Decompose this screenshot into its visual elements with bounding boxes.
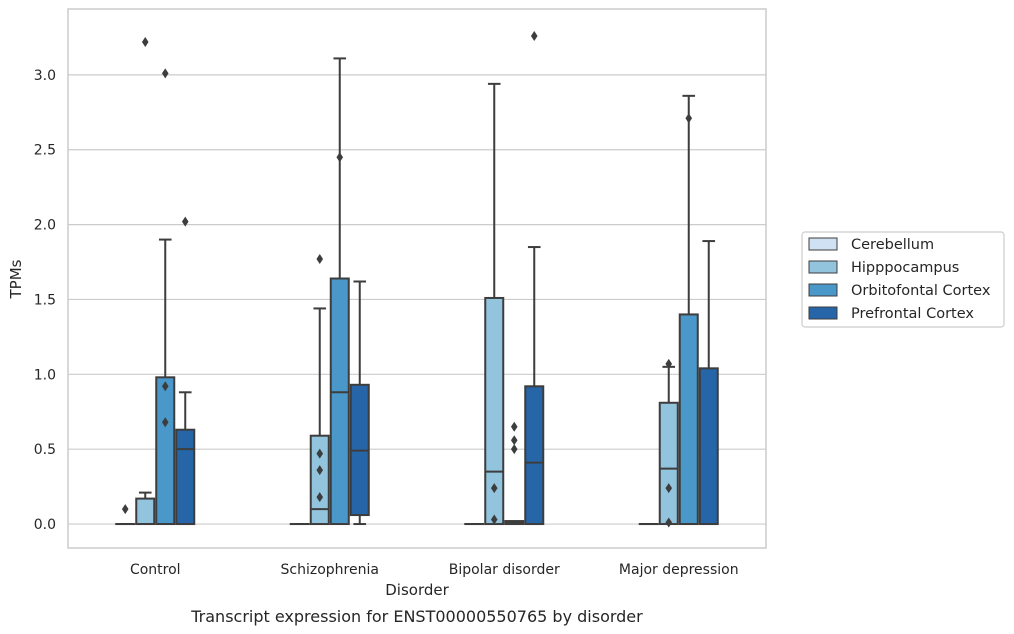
box-plots (115, 30, 719, 528)
outlier-point (316, 448, 324, 459)
box-orbitofontal-cortex (678, 94, 699, 526)
chart-caption: Transcript expression for ENST0000055076… (190, 607, 643, 626)
box-cerebellum (115, 504, 136, 526)
box-orbitofontal-cortex (155, 68, 176, 526)
box-body (524, 385, 545, 526)
box-body (658, 401, 679, 526)
legend: Cerebellum Hipppocampus Orbitofontal Corte… (801, 231, 1005, 328)
outlier-point (161, 68, 169, 79)
box-hipppocampus (309, 254, 330, 526)
y-tick-label: 1.5 (34, 292, 56, 308)
plot-frame (67, 8, 767, 549)
y-tick-label: 3.0 (34, 68, 56, 84)
box-body (135, 497, 156, 526)
outlier-point (121, 504, 129, 515)
y-axis-title: TPMs (7, 259, 25, 299)
box-prefrontal-cortex (524, 30, 545, 526)
box-prefrontal-cortex (349, 280, 370, 526)
outlier-point (510, 421, 518, 432)
box-hipppocampus (484, 82, 505, 526)
y-tick-label: 0.5 (34, 442, 56, 458)
legend-label: Prefrontal Cortex (851, 306, 974, 322)
outlier-point (665, 483, 673, 494)
box-prefrontal-cortex (698, 240, 719, 526)
legend-frame (801, 231, 1005, 328)
outlier-point (490, 514, 498, 525)
outlier-point (490, 483, 498, 494)
y-tick-label: 1.0 (34, 367, 56, 383)
outlier-point (510, 435, 518, 446)
outlier-point (316, 492, 324, 503)
outlier-point (665, 517, 673, 528)
y-tick-label: 0.0 (34, 517, 56, 533)
box-body (698, 367, 719, 526)
x-axis-ticks: Control Schizophrenia Bipolar disorder Majo… (130, 562, 739, 578)
x-axis-title: Disorder (385, 581, 449, 599)
outlier-point (181, 216, 189, 227)
outlier-point (316, 465, 324, 476)
box-body (175, 428, 196, 526)
box-orbitofontal-cortex (504, 421, 525, 526)
legend-swatch (808, 306, 838, 320)
legend-swatch (808, 260, 838, 274)
x-tick-label: Bipolar disorder (449, 562, 560, 578)
x-tick-label: Schizophrenia (281, 562, 379, 578)
outlier-point (665, 358, 673, 369)
box-body (155, 376, 176, 526)
legend-swatch (808, 237, 838, 251)
x-tick-label: Major depression (619, 562, 739, 578)
outlier-point (316, 254, 324, 265)
y-tick-label: 2.5 (34, 143, 56, 159)
box-prefrontal-cortex (175, 216, 196, 526)
x-tick-label: Control (130, 562, 181, 578)
box-body (309, 434, 330, 526)
outlier-point (530, 30, 538, 41)
legend-label: Orbitofontal Cortex (851, 283, 991, 299)
box-orbitofontal-cortex (329, 57, 350, 526)
y-tick-label: 2.0 (34, 218, 56, 234)
box-hipppocampus (135, 36, 156, 526)
legend-label: Hipppocampus (851, 260, 959, 276)
outlier-point (161, 417, 169, 428)
legend-swatch (808, 283, 838, 297)
y-axis-ticks: 0.0 0.5 1.0 1.5 2.0 2.5 3.0 (34, 68, 56, 533)
box-hipppocampus (658, 358, 679, 528)
box-body (329, 277, 350, 526)
legend-label: Cerebellum (851, 237, 934, 253)
outlier-point (336, 152, 344, 163)
outlier-point (161, 381, 169, 392)
outlier-point (685, 113, 693, 124)
outlier-point (141, 36, 149, 47)
outlier-point (510, 444, 518, 455)
box-body (678, 313, 699, 526)
